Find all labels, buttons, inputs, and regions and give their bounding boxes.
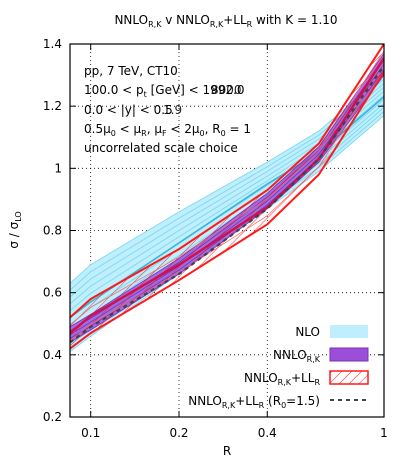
legend: NLO NNLOR,K NNLOR,K+LLR NNLOR,K+LLR (R0=… — [188, 325, 369, 410]
y-tick-label: 0.8 — [43, 224, 62, 238]
legend-swatch-nlo — [330, 325, 368, 338]
x-axis-label: R — [223, 444, 231, 458]
legend-swatch-nnlo — [329, 347, 369, 362]
legend-entry-nlo: NLO — [295, 325, 368, 339]
y-tick-label: 0.6 — [43, 286, 62, 300]
legend-entry-nnlo-llr: NNLOR,K+LLR — [244, 370, 369, 387]
annotation-pt-range: 100.0 < pt [GeV] < 1992.0 — [84, 83, 245, 99]
annotation-rapidity-range: 0.0 < |y| < 0.5 — [84, 103, 173, 117]
y-tick-label: 1.4 — [43, 37, 62, 51]
nlo-variation-line — [70, 74, 384, 284]
line-nnlo-llr-r0 — [70, 65, 384, 344]
annotation-process: pp, 7 TeV, CT10 — [84, 64, 178, 78]
nnlo-llr-variation-line — [70, 50, 384, 326]
x-tick-label: 0.4 — [258, 426, 277, 440]
chart-title: NNLOR,K v NNLOR,K+LLR with K = 1.10 — [114, 13, 337, 29]
y-tick-label: 0.4 — [43, 348, 62, 362]
y-tick-label: 1.2 — [43, 99, 62, 113]
x-tick-label: 0.1 — [81, 426, 100, 440]
annotation-scales: 0.5μ0 < μR, μF < 2μ0, R0 = 1 — [84, 122, 251, 138]
annotation-scale-choice: uncorrelated scale choice — [84, 141, 238, 155]
svg-text:NLO: NLO — [295, 325, 320, 339]
band-nnlo-llr — [70, 44, 384, 349]
annotation-block: pp, 7 TeV, CT10 100.0 < pt [GeV] < 1992.… — [84, 64, 251, 155]
nnlo-llr-upper-edge — [70, 44, 384, 319]
annotation-rapidity-range-overlap: 1.9 — [163, 103, 182, 117]
axis-ticks: 0.1 0.2 0.4 1 0.2 0.4 0.6 0.8 1 1.2 1.4 — [43, 37, 388, 440]
y-tick-label: 1 — [54, 161, 62, 175]
legend-entry-nnlo: NNLOR,K — [273, 347, 369, 364]
y-tick-label: 0.2 — [43, 410, 62, 424]
y-axis-label: σ / σLO — [7, 211, 23, 248]
nnlo-llr-lower-edge — [70, 71, 384, 350]
svg-text:NNLOR,K: NNLOR,K — [273, 348, 321, 364]
svg-text:NNLOR,K+LLR (R0=1.5): NNLOR,K+LLR (R0=1.5) — [188, 394, 320, 410]
plot-frame — [69, 43, 385, 418]
data-bands — [70, 44, 384, 353]
annotation-pt-range-overlap: 8000 — [211, 83, 242, 97]
svg-text:σ / σLO: σ / σLO — [7, 211, 23, 248]
x-tick-label: 0.2 — [169, 426, 188, 440]
svg-text:NNLOR,K+LLR: NNLOR,K+LLR — [244, 371, 320, 387]
legend-swatch-nnlo-llr — [329, 370, 369, 385]
x-tick-label: 1 — [380, 426, 388, 440]
nnlo-llr-variation-line — [70, 64, 384, 342]
legend-entry-nnlo-llr-r0: NNLOR,K+LLR (R0=1.5) — [188, 394, 368, 410]
